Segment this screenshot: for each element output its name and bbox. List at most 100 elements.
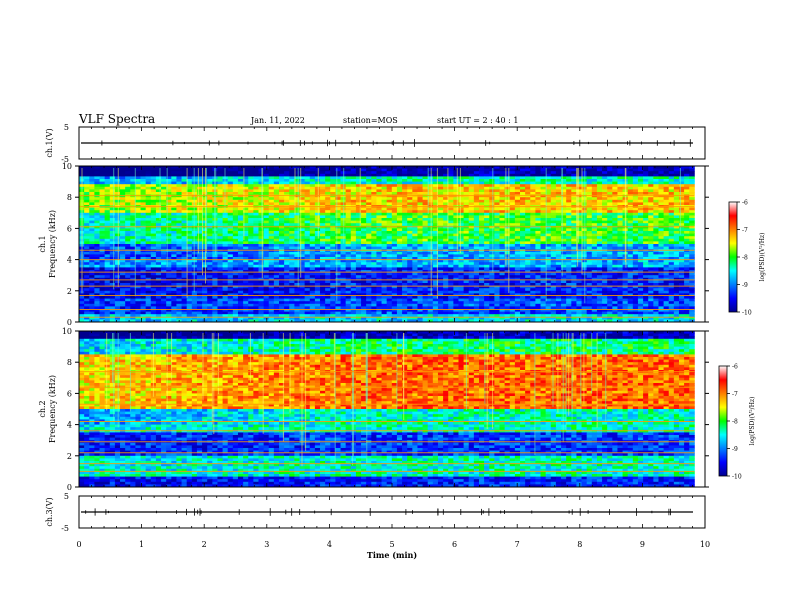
spectrogram-cell xyxy=(109,246,116,250)
spectrogram-cell xyxy=(617,246,623,250)
spectrogram-cell xyxy=(289,212,295,216)
spectrogram-cell xyxy=(114,241,121,245)
spectrogram-cell xyxy=(607,210,613,214)
spectrogram-cell xyxy=(314,246,321,250)
spectrogram-cell xyxy=(422,267,429,271)
spectrogram-cell xyxy=(458,171,464,175)
spectrogram-cell xyxy=(468,176,475,180)
spectrogram-cell xyxy=(99,202,106,206)
spectrogram-cell xyxy=(494,197,500,201)
spectrogram-cell xyxy=(627,184,634,188)
spectrogram-cell xyxy=(525,259,531,263)
spectrogram-cell xyxy=(371,264,377,268)
spectrogram-cell xyxy=(484,176,490,180)
spectrogram-cell xyxy=(135,272,141,276)
spectrogram-cell xyxy=(161,259,167,263)
spectrogram-cell xyxy=(371,223,377,227)
spectrogram-cell xyxy=(89,238,95,242)
spectrogram-cell xyxy=(437,192,444,195)
spectrogram-cell xyxy=(499,207,506,211)
spectrogram-cell xyxy=(478,199,485,203)
spectrogram-cell xyxy=(284,207,290,211)
spectrogram-cell xyxy=(571,218,577,221)
spectrogram-cell xyxy=(514,166,521,169)
spectrogram-cell xyxy=(181,210,188,214)
spectrogram-cell xyxy=(678,257,685,260)
spectrogram-cell xyxy=(135,251,141,255)
spectrogram-cell xyxy=(673,197,680,201)
spectrogram-cell xyxy=(278,244,285,247)
spectrogram-cell xyxy=(381,197,388,201)
spectrogram-cell xyxy=(289,231,295,234)
spectrogram-cell xyxy=(458,262,464,266)
spectrogram-cell xyxy=(125,192,131,195)
spectrogram-cell xyxy=(412,244,418,247)
spectrogram-cell xyxy=(217,223,223,227)
spectrogram-cell xyxy=(504,186,511,190)
spectrogram-cell xyxy=(591,207,598,211)
spectrogram-cell xyxy=(120,166,126,169)
spectrogram-cell xyxy=(325,207,331,211)
spectrogram-cell xyxy=(258,176,265,180)
spectrogram-cell xyxy=(381,212,388,216)
spectrogram-cell xyxy=(499,184,506,188)
spectrogram-cell xyxy=(376,173,382,177)
spectrogram-cell xyxy=(417,212,423,216)
spectrogram-cell xyxy=(591,176,598,180)
spectrogram-cell xyxy=(273,184,280,188)
spectrogram-cell xyxy=(509,257,516,260)
spectrogram-cell xyxy=(84,241,90,245)
spectrogram-cell xyxy=(325,241,331,245)
spectrogram-cell xyxy=(391,176,398,180)
spectrogram-cell xyxy=(540,166,547,169)
spectrogram-cell xyxy=(130,173,136,177)
spectrogram-cell xyxy=(566,259,572,263)
spectrogram-cell xyxy=(130,231,136,234)
spectrogram-cell xyxy=(355,264,362,268)
spectrogram-cell xyxy=(314,233,321,237)
spectrogram-cell xyxy=(499,173,506,177)
spectrogram-cell xyxy=(355,259,362,263)
spectrogram-cell xyxy=(427,220,434,224)
spectrogram-cell xyxy=(155,173,162,177)
spectrogram-cell xyxy=(653,220,659,224)
spectrogram-cell xyxy=(371,207,377,211)
spectrogram-cell xyxy=(145,189,152,193)
spectrogram-cell xyxy=(571,168,577,172)
spectrogram-cell xyxy=(381,207,388,211)
spectrogram-cell xyxy=(617,257,623,260)
spectrogram-cell xyxy=(314,197,321,201)
spectrogram-cell xyxy=(550,218,557,221)
spectrogram-cell xyxy=(376,259,382,263)
spectrogram-cell xyxy=(412,270,418,273)
ch1-spectrogram-image xyxy=(79,166,695,323)
spectrogram-cell xyxy=(150,173,157,177)
spectrogram-cell xyxy=(494,218,500,221)
spectrogram-cell xyxy=(653,218,659,221)
spectrogram-cell xyxy=(391,264,398,268)
spectrogram-cell xyxy=(171,270,177,273)
spectrogram-cell xyxy=(150,267,157,271)
spectrogram-cell xyxy=(417,262,423,266)
spectrogram-cell xyxy=(561,184,567,188)
spectrogram-cell xyxy=(402,176,408,180)
spectrogram-cell xyxy=(237,236,244,240)
spectrogram-cell xyxy=(232,251,239,255)
spectrogram-cell xyxy=(525,236,531,240)
spectrogram-cell xyxy=(325,192,331,195)
spectrogram-cell xyxy=(576,186,582,190)
spectrogram-cell xyxy=(309,231,316,234)
spectrogram-cell xyxy=(407,207,413,211)
spectrogram-cell xyxy=(335,173,341,177)
spectrogram-cell xyxy=(432,267,439,271)
spectrogram-cell xyxy=(637,186,644,190)
spectrogram-cell xyxy=(514,189,521,193)
spectrogram-cell xyxy=(104,223,111,227)
spectrogram-cell xyxy=(571,184,577,188)
spectrogram-cell xyxy=(643,207,649,211)
spectrogram-cell xyxy=(473,189,480,193)
spectrogram-cell xyxy=(104,166,111,169)
spectrogram-cell xyxy=(99,270,106,273)
spectrogram-cell xyxy=(258,270,265,273)
spectrogram-cell xyxy=(571,210,577,214)
